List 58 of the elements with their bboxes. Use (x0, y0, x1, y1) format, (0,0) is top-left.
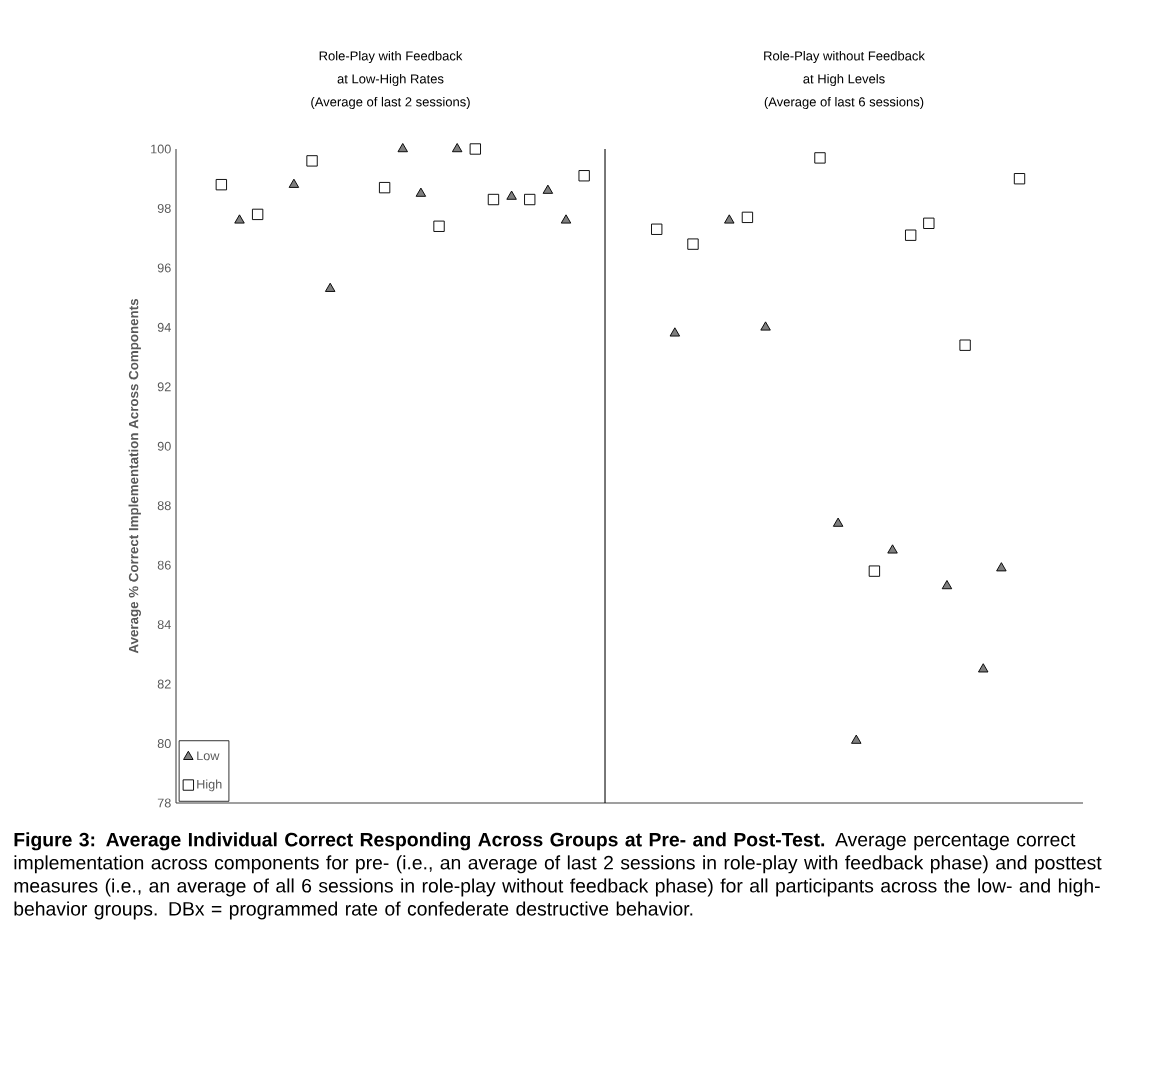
point (251, 208, 264, 221)
point (887, 544, 898, 554)
text: at High Levels (803, 73, 885, 87)
point (433, 220, 445, 232)
point (378, 181, 391, 194)
point (996, 562, 1007, 572)
point (959, 339, 971, 351)
point (832, 517, 844, 527)
y-tick-label: 86 (157, 560, 171, 570)
y-tick-label: 94 (157, 322, 171, 332)
legend-label: Low (197, 751, 220, 761)
point (234, 214, 245, 224)
text: Role-Play without Feedback (764, 50, 925, 64)
y-tick-label: 84 (157, 620, 171, 630)
y-tick-label: 96 (157, 263, 171, 273)
text: Figure 3: Average Individual Correct Responding Across Groups at Pre- and Post-Test. Average percentage correct implementation across components for pre- (i.e., an average of last 2 sessions in role-play with feedback phase) and posttest measures (i.e., an average of all 6 sessions in role-play without feedback phase) for all participants across the low- and high-behavior groups. DBx = programmed rate of confederate destructive behavior. (14, 832, 1102, 920)
point (215, 178, 228, 191)
legend-label: High (197, 779, 222, 792)
text: Role-Play with Feedback (319, 50, 463, 64)
point (814, 152, 826, 164)
point (324, 282, 336, 292)
point (868, 565, 881, 577)
point (669, 327, 681, 337)
y-tick-label: 92 (157, 382, 171, 392)
y-tick-label: 78 (157, 798, 171, 808)
point (506, 190, 517, 200)
y-tick-label: 88 (157, 501, 171, 511)
point (923, 217, 935, 229)
y-tick-label: 80 (157, 739, 171, 749)
point (288, 178, 300, 188)
point (487, 193, 500, 206)
point (1013, 173, 1026, 185)
point (651, 223, 663, 235)
point (524, 193, 536, 206)
y-axis-title: Average % Correct Implementation Across Components (128, 298, 141, 654)
text: at Low-High Rates (337, 73, 444, 87)
y-tick-label: 98 (157, 203, 171, 213)
point (978, 663, 989, 673)
point (941, 580, 953, 590)
point (451, 143, 463, 153)
y-tick-label: 100 (151, 144, 171, 154)
point (905, 229, 917, 241)
point (578, 170, 590, 182)
y-tick-label: 82 (157, 679, 171, 689)
point (415, 187, 427, 197)
point (542, 184, 554, 194)
point (760, 321, 771, 331)
point (397, 143, 408, 153)
point (469, 143, 481, 155)
y-tick-label: 90 (157, 441, 171, 451)
point (851, 734, 862, 744)
point (687, 238, 699, 250)
text: (Average of last 6 sessions) (764, 96, 924, 110)
point (306, 155, 318, 167)
point (741, 211, 754, 224)
text: (Average of last 2 sessions) (311, 96, 470, 110)
point (560, 214, 572, 224)
point (724, 214, 735, 224)
